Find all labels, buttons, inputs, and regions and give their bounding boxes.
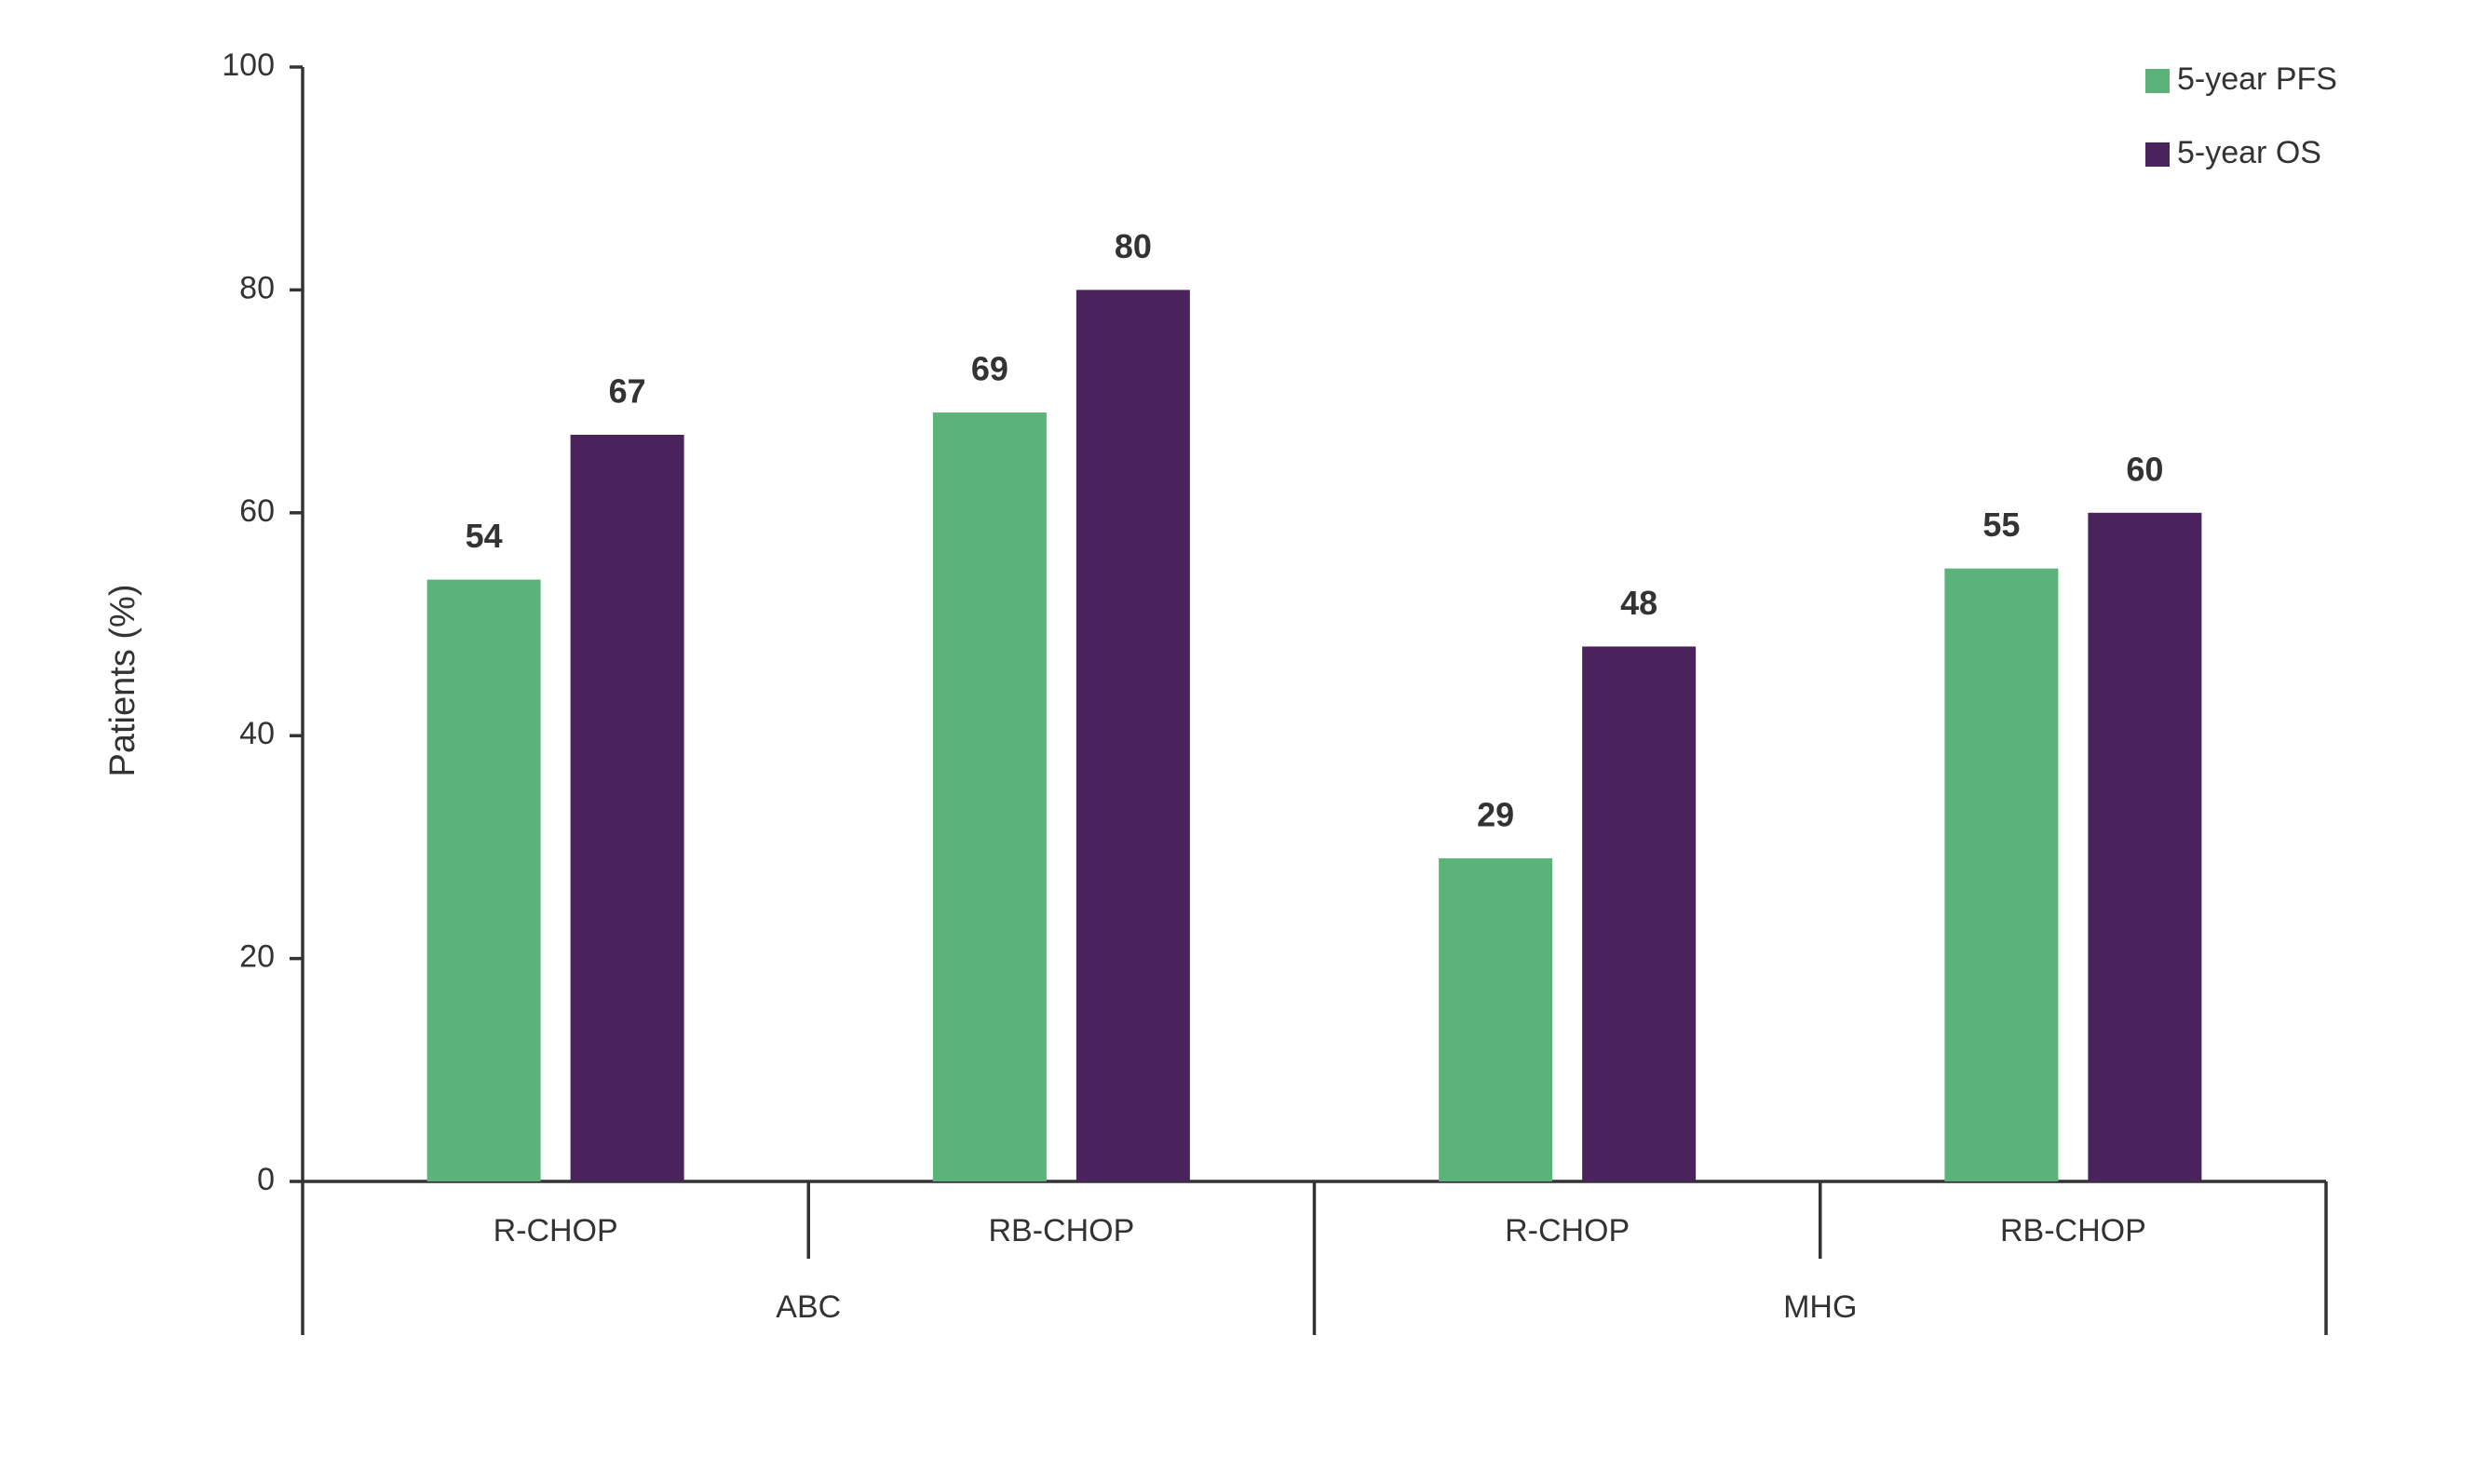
- x-tick-label: RB-CHOP: [988, 1213, 1134, 1248]
- value-label: 69: [971, 350, 1008, 388]
- bar: [932, 412, 1047, 1181]
- y-tick-label: 60: [239, 493, 275, 529]
- value-label: 54: [466, 517, 503, 555]
- group-label: ABC: [776, 1289, 841, 1325]
- y-tick-label: 80: [239, 270, 275, 305]
- bar: [426, 579, 541, 1181]
- value-label: 67: [609, 372, 646, 411]
- value-label: 48: [1620, 584, 1657, 622]
- legend-label: 5-year PFS: [2177, 61, 2337, 97]
- bar: [1075, 290, 1190, 1181]
- value-label: 55: [1982, 506, 2020, 544]
- y-tick-label: 0: [257, 1162, 275, 1197]
- bar: [1582, 646, 1697, 1181]
- value-label: 80: [1115, 227, 1152, 265]
- group-label: MHG: [1783, 1289, 1857, 1325]
- y-tick-label: 20: [239, 939, 275, 975]
- legend-swatch: [2145, 142, 2170, 167]
- legend-swatch: [2145, 69, 2170, 93]
- bar: [1944, 568, 2059, 1181]
- x-tick-label: RB-CHOP: [2000, 1213, 2146, 1248]
- legend-label: 5-year OS: [2177, 135, 2321, 170]
- y-axis-label: Patients (%): [103, 585, 142, 777]
- value-label: 29: [1477, 795, 1514, 833]
- y-tick-label: 100: [222, 47, 275, 83]
- x-tick-label: R-CHOP: [494, 1213, 618, 1248]
- bar: [2088, 512, 2202, 1181]
- x-tick-label: R-CHOP: [1505, 1213, 1630, 1248]
- bar: [1439, 857, 1553, 1181]
- y-tick-label: 40: [239, 716, 275, 751]
- value-label: 60: [2126, 450, 2163, 488]
- bar: [570, 435, 684, 1181]
